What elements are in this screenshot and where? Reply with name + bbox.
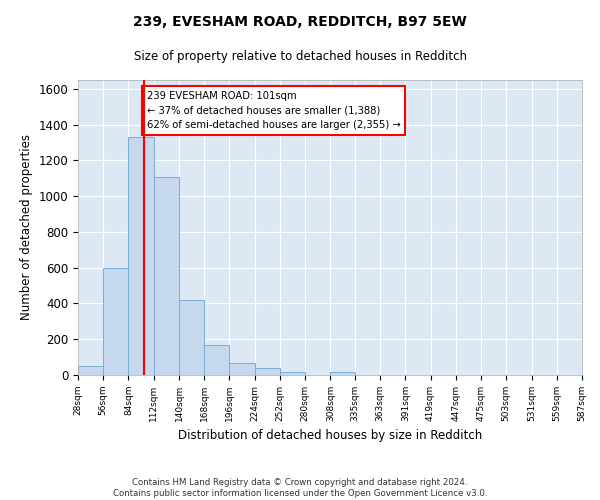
Bar (128, 137, 154, 375)
Bar (179, 300, 204, 375)
Bar (204, 344, 229, 375)
Y-axis label: Number of detached properties: Number of detached properties (20, 134, 33, 320)
Bar (255, 368, 280, 375)
Bar (103, 268, 128, 375)
Bar (78, 366, 103, 375)
Bar (229, 364, 255, 375)
Bar (280, 372, 305, 375)
X-axis label: Distribution of detached houses by size in Redditch: Distribution of detached houses by size … (178, 430, 482, 442)
Text: 239, EVESHAM ROAD, REDDITCH, B97 5EW: 239, EVESHAM ROAD, REDDITCH, B97 5EW (133, 15, 467, 29)
Bar (331, 372, 355, 375)
Text: 239 EVESHAM ROAD: 101sqm
← 37% of detached houses are smaller (1,388)
62% of sem: 239 EVESHAM ROAD: 101sqm ← 37% of detach… (146, 90, 400, 130)
Text: Contains HM Land Registry data © Crown copyright and database right 2024.
Contai: Contains HM Land Registry data © Crown c… (113, 478, 487, 498)
Bar (154, 176, 179, 375)
Text: Size of property relative to detached houses in Redditch: Size of property relative to detached ho… (133, 50, 467, 63)
